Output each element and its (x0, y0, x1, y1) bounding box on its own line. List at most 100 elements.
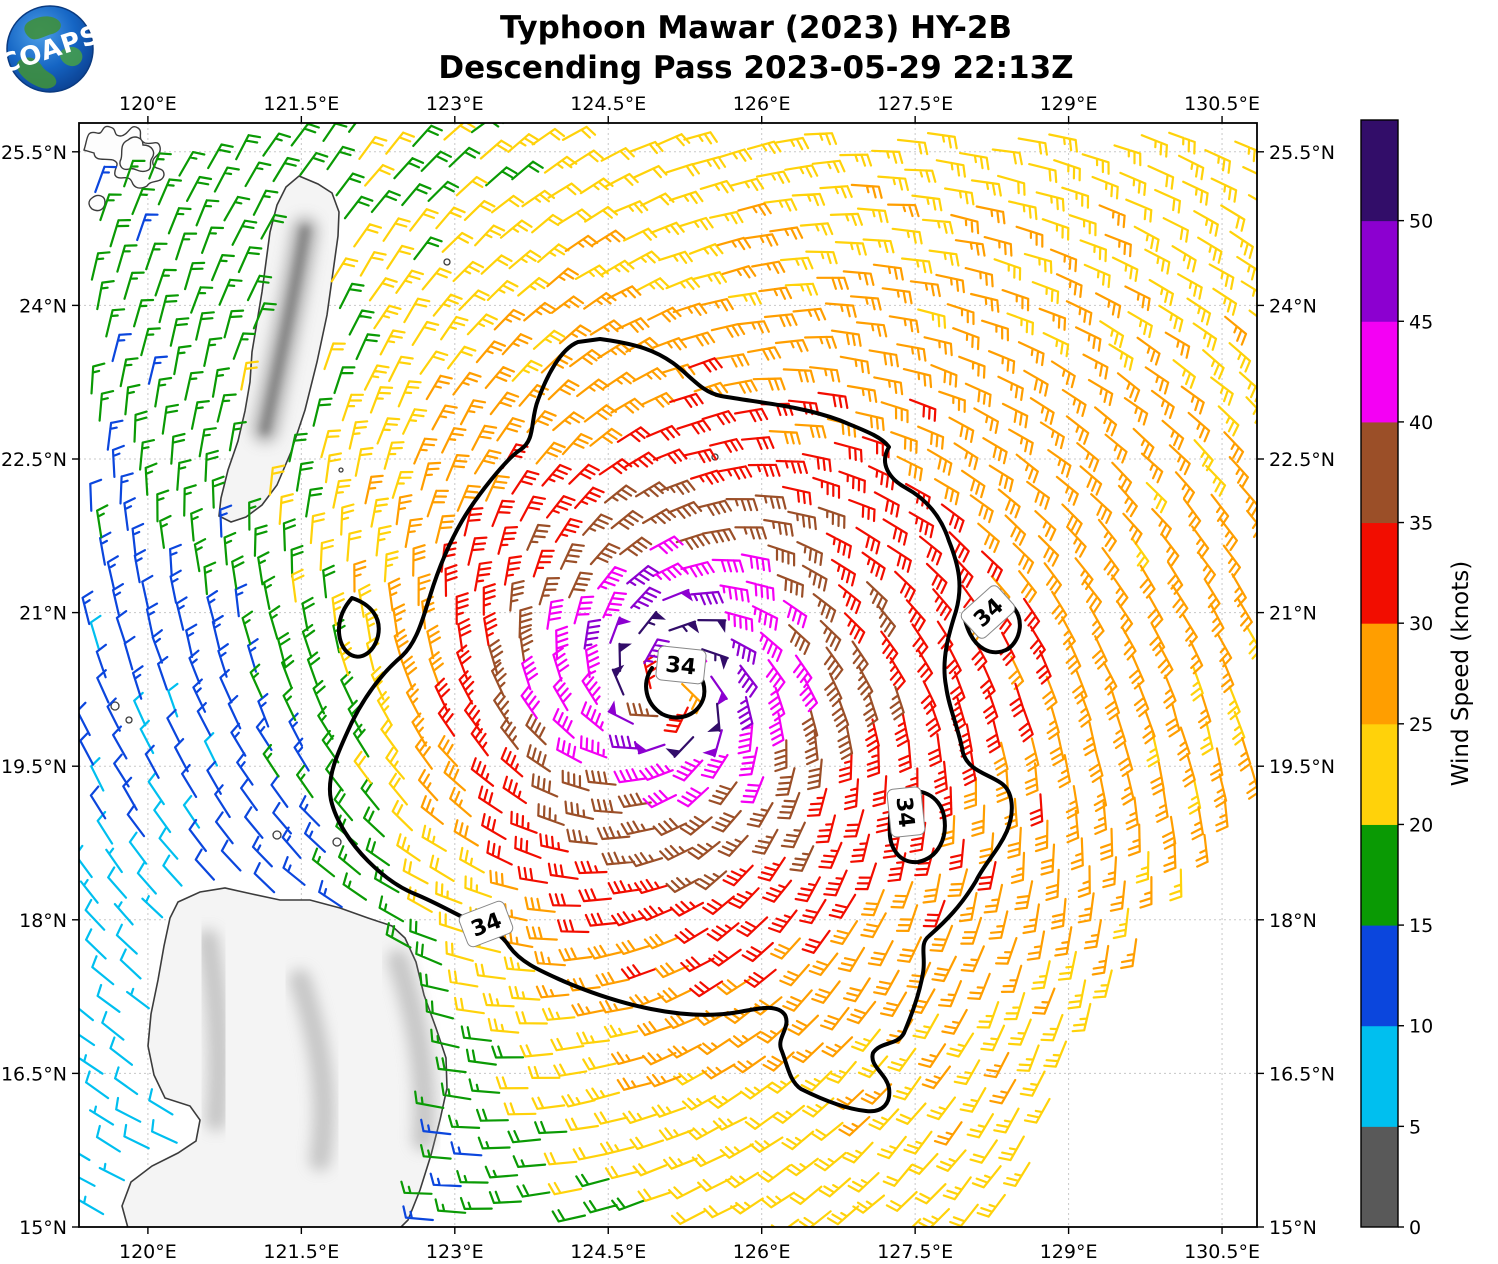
colorbar-tick-label: 35 (1409, 513, 1433, 535)
wind-barbs-15-20kt (90, 123, 646, 1223)
wind-barb-pennants-50-55kt (612, 611, 729, 758)
y-tick-label-left: 15°N (19, 1217, 67, 1239)
y-tick-label-right: 18°N (1269, 910, 1317, 932)
x-tick-label-top: 124.5°E (570, 93, 646, 115)
colorbar-tick-label: 25 (1409, 714, 1433, 736)
colorbar-tick-label: 0 (1409, 1217, 1421, 1239)
colorbar-tick-label: 30 (1409, 613, 1433, 635)
x-tick-label-bottom: 126°E (733, 1241, 791, 1263)
contour-label-text: 34 (664, 652, 697, 680)
x-tick-label-bottom: 124.5°E (570, 1241, 646, 1263)
islet (272, 830, 282, 840)
y-tick-label-right: 15°N (1269, 1217, 1317, 1239)
colorbar-segment-10-15 (1361, 925, 1398, 1027)
luzon-mountains (387, 949, 436, 1151)
islet (125, 716, 133, 724)
y-tick-label-right: 19.5°N (1269, 756, 1335, 778)
wind-barbs-25-30kt (353, 183, 1257, 1146)
x-tick-label-top: 130.5°E (1184, 93, 1260, 115)
contour-label-34: 34 (960, 585, 1016, 639)
contour-label-34: 34 (458, 900, 514, 948)
colorbar: 0 5 10 15 20 25 30 35 40 45 50 Wind Speed (knots) (1360, 119, 1474, 1239)
colorbar-axis-label: Wind Speed (knots) (1448, 561, 1474, 786)
wind-barbs-35-40kt (488, 479, 905, 893)
x-tick-label-bottom: 123°E (426, 1241, 484, 1263)
colorbar-segment-45-50 (1361, 220, 1398, 322)
colorbar-tick-label: 40 (1409, 412, 1433, 434)
contour-label-text: 34 (890, 796, 918, 829)
wind-barbs-10-15kt (79, 165, 483, 1222)
y-tick-label-left: 21°N (19, 603, 67, 625)
colorbar-tick-label: 50 (1409, 211, 1433, 233)
figure-title-line1: Typhoon Mawar (2023) HY-2B (500, 10, 1012, 46)
islet (110, 701, 120, 711)
contour-34kt-line (327, 337, 1014, 1114)
x-tick-label-top: 120°E (119, 93, 177, 115)
contour-labels: 34 34 34 34 (458, 585, 1016, 948)
taiwan-mountain-core (260, 225, 310, 435)
colorbar-tick-label: 5 (1409, 1116, 1421, 1138)
x-tick-label-bottom: 121.5°E (263, 1241, 339, 1263)
colorbar-segment-15-20 (1361, 824, 1398, 926)
contour-label-box (886, 786, 926, 838)
colorbar-tick-label: 20 (1409, 814, 1433, 836)
x-tick-label-bottom: 130.5°E (1184, 1241, 1260, 1263)
coaps-logo: COAPS (0, 5, 104, 93)
colorbar-segment-50-55 (1361, 120, 1398, 222)
colorbar-tick-label: 10 (1409, 1016, 1433, 1038)
colorbar-segment-0-5 (1361, 1126, 1398, 1228)
x-tick-label-top: 129°E (1040, 93, 1098, 115)
coast-fragment (88, 194, 106, 212)
islet (338, 467, 344, 473)
y-tick-label-left: 18°N (19, 910, 67, 932)
colorbar-segment-20-25 (1361, 723, 1398, 825)
colorbar-segment-5-10 (1361, 1025, 1398, 1127)
colorbar-segment-25-30 (1361, 623, 1398, 725)
islet (443, 258, 451, 266)
y-tick-label-left: 19.5°N (1, 756, 67, 778)
y-tick-label-left: 24°N (19, 295, 67, 317)
luzon-mountains (289, 969, 335, 1171)
coast-fragment (119, 136, 155, 173)
y-tick-label-left: 22.5°N (1, 449, 67, 471)
contour-label-box (655, 645, 707, 685)
y-tick-label-right: 16.5°N (1269, 1063, 1335, 1085)
x-tick-label-top: 123°E (426, 93, 484, 115)
luzon-island (121, 887, 448, 1227)
y-tick-label-left: 16.5°N (1, 1063, 67, 1085)
plot-frame (78, 122, 1258, 1228)
contour-34kt-line (336, 596, 381, 659)
wind-barb-pennants-45-50kt (608, 589, 728, 757)
contour-label-box (458, 900, 514, 948)
x-tick-label-top: 121.5°E (263, 93, 339, 115)
contour-label-box (960, 585, 1016, 639)
y-tick-label-right: 25.5°N (1269, 142, 1335, 164)
colorbar-tick-label: 15 (1409, 915, 1433, 937)
y-tick-label-right: 21°N (1269, 603, 1317, 625)
colorbar-segment-35-40 (1361, 421, 1398, 524)
contour-label-34: 34 (655, 645, 707, 685)
y-tick-label-right: 22.5°N (1269, 449, 1335, 471)
y-tick-label-right: 24°N (1269, 295, 1317, 317)
x-tick-label-top: 126°E (733, 93, 791, 115)
x-tick-label-bottom: 120°E (119, 1241, 177, 1263)
contour-label-34: 34 (886, 786, 926, 838)
figure-title-line2: Descending Pass 2023-05-29 22:13Z (438, 50, 1073, 86)
colorbar-segment-30-35 (1361, 522, 1398, 624)
colorbar-segment-40-45 (1361, 321, 1398, 423)
colorbar-tick-label: 45 (1409, 311, 1433, 333)
wind-barbs-50-55kt (611, 611, 729, 758)
x-tick-label-bottom: 129°E (1040, 1241, 1098, 1263)
islet (332, 837, 342, 847)
land-coastlines (83, 125, 719, 1227)
wind-barb-field (79, 123, 1257, 1227)
colorbar-outline (1360, 119, 1399, 1228)
y-tick-label-left: 25.5°N (1, 142, 67, 164)
x-tick-label-bottom: 127.5°E (877, 1241, 953, 1263)
wind-barbs-45-50kt (583, 565, 758, 758)
wind-barbs-5-10kt (79, 614, 218, 1216)
luzon-mountains (197, 929, 230, 1131)
axes-frame: 120°E 120°E 121.5°E 121.5°E 123°E 123°E 124.5°… (1, 93, 1335, 1263)
x-tick-label-top: 127.5°E (877, 93, 953, 115)
